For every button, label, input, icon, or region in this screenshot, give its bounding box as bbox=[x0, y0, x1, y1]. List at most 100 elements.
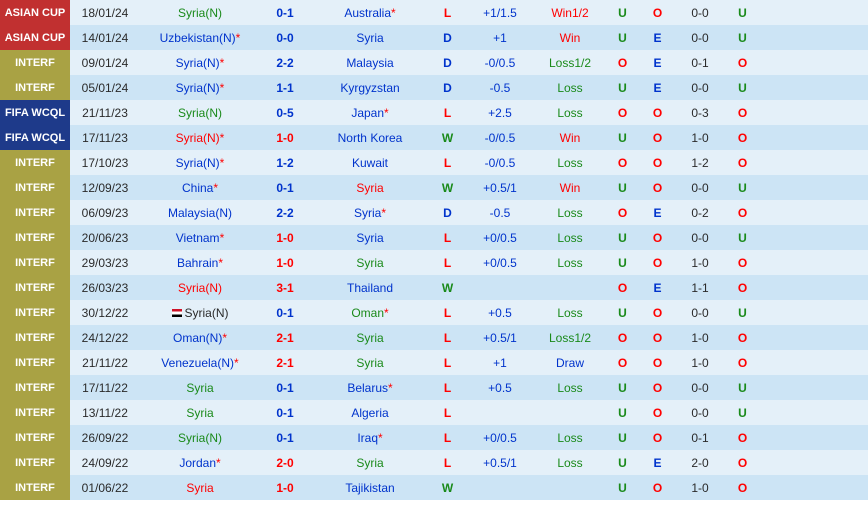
full-score[interactable]: 2-0 bbox=[260, 456, 310, 470]
competition-badge[interactable]: INTERF bbox=[0, 225, 70, 250]
competition-badge[interactable]: INTERF bbox=[0, 450, 70, 475]
full-score[interactable]: 1-0 bbox=[260, 131, 310, 145]
table-row[interactable]: INTERF26/03/23Syria(N)3-1ThailandWOE1-1O bbox=[0, 275, 868, 300]
full-score[interactable]: 1-2 bbox=[260, 156, 310, 170]
away-team[interactable]: Syria bbox=[310, 356, 430, 370]
full-score[interactable]: 2-2 bbox=[260, 56, 310, 70]
table-row[interactable]: INTERF05/01/24Syria(N)*1-1KyrgyzstanD-0.… bbox=[0, 75, 868, 100]
competition-badge[interactable]: INTERF bbox=[0, 325, 70, 350]
home-team[interactable]: Syria(N)* bbox=[140, 156, 260, 170]
full-score[interactable]: 0-1 bbox=[260, 181, 310, 195]
competition-badge[interactable]: ASIAN CUP bbox=[0, 0, 70, 25]
home-team[interactable]: Syria bbox=[140, 381, 260, 395]
competition-badge[interactable]: INTERF bbox=[0, 475, 70, 500]
competition-badge[interactable]: INTERF bbox=[0, 200, 70, 225]
table-row[interactable]: ASIAN CUP18/01/24Syria(N)0-1Australia*L+… bbox=[0, 0, 868, 25]
full-score[interactable]: 0-0 bbox=[260, 31, 310, 45]
home-team[interactable]: Malaysia(N) bbox=[140, 206, 260, 220]
table-row[interactable]: FIFA WCQL17/11/23Syria(N)*1-0North Korea… bbox=[0, 125, 868, 150]
full-score[interactable]: 0-1 bbox=[260, 406, 310, 420]
table-row[interactable]: INTERF26/09/22Syria(N)0-1Iraq*L+0/0.5Los… bbox=[0, 425, 868, 450]
table-row[interactable]: ASIAN CUP14/01/24Uzbekistan(N)*0-0SyriaD… bbox=[0, 25, 868, 50]
home-team[interactable]: Venezuela(N)* bbox=[140, 356, 260, 370]
away-team[interactable]: Syria bbox=[310, 31, 430, 45]
away-team[interactable]: Kuwait bbox=[310, 156, 430, 170]
table-row[interactable]: INTERF17/11/22Syria0-1Belarus*L+0.5LossU… bbox=[0, 375, 868, 400]
home-team[interactable]: Syria(N) bbox=[140, 431, 260, 445]
away-team[interactable]: Thailand bbox=[310, 281, 430, 295]
competition-badge[interactable]: FIFA WCQL bbox=[0, 125, 70, 150]
home-team[interactable]: Syria bbox=[140, 406, 260, 420]
away-team[interactable]: Syria* bbox=[310, 206, 430, 220]
away-team[interactable]: Japan* bbox=[310, 106, 430, 120]
full-score[interactable]: 1-0 bbox=[260, 481, 310, 495]
table-row[interactable]: INTERF06/09/23Malaysia(N)2-2Syria*D-0.5L… bbox=[0, 200, 868, 225]
home-team[interactable]: Syria(N)* bbox=[140, 131, 260, 145]
competition-badge[interactable]: INTERF bbox=[0, 175, 70, 200]
full-score[interactable]: 1-0 bbox=[260, 256, 310, 270]
home-team[interactable]: Syria(N) bbox=[140, 6, 260, 20]
competition-badge[interactable]: FIFA WCQL bbox=[0, 100, 70, 125]
away-team[interactable]: North Korea bbox=[310, 131, 430, 145]
away-team[interactable]: Syria bbox=[310, 256, 430, 270]
table-row[interactable]: INTERF24/09/22Jordan*2-0SyriaL+0.5/1Loss… bbox=[0, 450, 868, 475]
away-team[interactable]: Tajikistan bbox=[310, 481, 430, 495]
full-score[interactable]: 0-1 bbox=[260, 306, 310, 320]
away-team[interactable]: Iraq* bbox=[310, 431, 430, 445]
away-team[interactable]: Belarus* bbox=[310, 381, 430, 395]
away-team[interactable]: Oman* bbox=[310, 306, 430, 320]
competition-badge[interactable]: INTERF bbox=[0, 350, 70, 375]
away-team[interactable]: Australia* bbox=[310, 6, 430, 20]
table-row[interactable]: INTERF17/10/23Syria(N)*1-2KuwaitL-0/0.5L… bbox=[0, 150, 868, 175]
home-team[interactable]: Syria(N) bbox=[140, 306, 260, 320]
table-row[interactable]: INTERF30/12/22Syria(N)0-1Oman*L+0.5LossU… bbox=[0, 300, 868, 325]
table-row[interactable]: INTERF29/03/23Bahrain*1-0SyriaL+0/0.5Los… bbox=[0, 250, 868, 275]
full-score[interactable]: 0-1 bbox=[260, 381, 310, 395]
away-team[interactable]: Malaysia bbox=[310, 56, 430, 70]
table-row[interactable]: INTERF12/09/23China*0-1SyriaW+0.5/1WinUO… bbox=[0, 175, 868, 200]
table-row[interactable]: INTERF21/11/22Venezuela(N)*2-1SyriaL+1Dr… bbox=[0, 350, 868, 375]
home-team[interactable]: Syria bbox=[140, 481, 260, 495]
table-row[interactable]: INTERF01/06/22Syria1-0TajikistanWUO1-0O bbox=[0, 475, 868, 500]
full-score[interactable]: 2-1 bbox=[260, 331, 310, 345]
table-row[interactable]: INTERF20/06/23Vietnam*1-0SyriaL+0/0.5Los… bbox=[0, 225, 868, 250]
competition-badge[interactable]: INTERF bbox=[0, 400, 70, 425]
away-team[interactable]: Syria bbox=[310, 456, 430, 470]
full-score[interactable]: 0-1 bbox=[260, 431, 310, 445]
away-team[interactable]: Algeria bbox=[310, 406, 430, 420]
away-team[interactable]: Kyrgyzstan bbox=[310, 81, 430, 95]
home-team[interactable]: Bahrain* bbox=[140, 256, 260, 270]
competition-badge[interactable]: INTERF bbox=[0, 300, 70, 325]
home-team[interactable]: China* bbox=[140, 181, 260, 195]
full-score[interactable]: 1-1 bbox=[260, 81, 310, 95]
home-team[interactable]: Syria(N)* bbox=[140, 81, 260, 95]
competition-badge[interactable]: ASIAN CUP bbox=[0, 25, 70, 50]
table-row[interactable]: INTERF24/12/22Oman(N)*2-1SyriaL+0.5/1Los… bbox=[0, 325, 868, 350]
competition-badge[interactable]: INTERF bbox=[0, 275, 70, 300]
full-score[interactable]: 1-0 bbox=[260, 231, 310, 245]
away-team[interactable]: Syria bbox=[310, 231, 430, 245]
table-row[interactable]: INTERF13/11/22Syria0-1AlgeriaLUO0-0U bbox=[0, 400, 868, 425]
home-team[interactable]: Uzbekistan(N)* bbox=[140, 31, 260, 45]
home-team[interactable]: Syria(N) bbox=[140, 106, 260, 120]
competition-badge[interactable]: INTERF bbox=[0, 50, 70, 75]
home-team[interactable]: Jordan* bbox=[140, 456, 260, 470]
competition-badge[interactable]: INTERF bbox=[0, 75, 70, 100]
away-team[interactable]: Syria bbox=[310, 331, 430, 345]
away-team[interactable]: Syria bbox=[310, 181, 430, 195]
table-row[interactable]: INTERF09/01/24Syria(N)*2-2MalaysiaD-0/0.… bbox=[0, 50, 868, 75]
home-team[interactable]: Vietnam* bbox=[140, 231, 260, 245]
competition-badge[interactable]: INTERF bbox=[0, 150, 70, 175]
home-team[interactable]: Syria(N) bbox=[140, 281, 260, 295]
competition-badge[interactable]: INTERF bbox=[0, 425, 70, 450]
table-row[interactable]: FIFA WCQL21/11/23Syria(N)0-5Japan*L+2.5L… bbox=[0, 100, 868, 125]
competition-badge[interactable]: INTERF bbox=[0, 375, 70, 400]
home-team[interactable]: Oman(N)* bbox=[140, 331, 260, 345]
full-score[interactable]: 2-1 bbox=[260, 356, 310, 370]
full-score[interactable]: 2-2 bbox=[260, 206, 310, 220]
competition-badge[interactable]: INTERF bbox=[0, 250, 70, 275]
home-team[interactable]: Syria(N)* bbox=[140, 56, 260, 70]
full-score[interactable]: 0-5 bbox=[260, 106, 310, 120]
full-score[interactable]: 0-1 bbox=[260, 6, 310, 20]
full-score[interactable]: 3-1 bbox=[260, 281, 310, 295]
